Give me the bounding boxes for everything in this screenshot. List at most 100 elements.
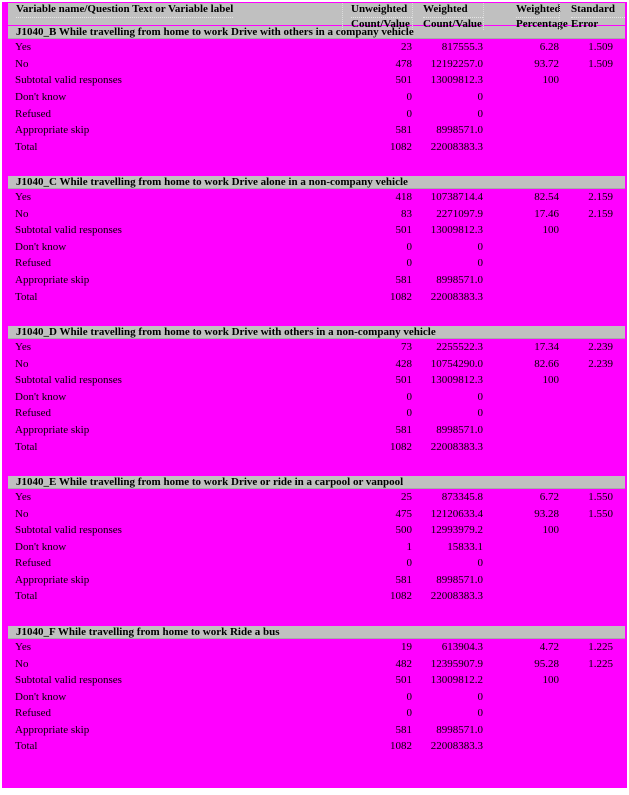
section-title-bar: J1040_E While travelling from home to wo… [8,475,625,489]
cell-weighted-count: 0 [477,90,484,103]
cell-unweighted-count: 23 [401,41,412,54]
cell-unweighted-count: 482 [395,657,413,670]
cell-label: Subtotal valid responses [15,524,122,537]
cell-unweighted-count: 25 [401,491,412,504]
table-row: No 428 10754290.0 82.66 2.239 [8,355,625,372]
header-weighted-pct-line1: Weighted [516,4,561,18]
cell-weighted-count: 0 [477,557,484,570]
cell-unweighted-count: 0 [406,107,413,120]
table-row: Don't know 1 15833.1 [8,539,625,556]
cell-weighted-count: 2255522.3 [436,341,483,354]
header-unweighted-line2: Count/Value [351,18,410,30]
cell-label: Appropriate skip [15,573,90,586]
cell-weighted-count: 13009812.2 [430,674,483,687]
table-row: Yes 23 817555.3 6.28 1.509 [8,39,625,56]
cell-weighted-count: 22008383.3 [430,140,483,153]
cell-label: Don't know [15,540,67,553]
table-row: Refused 0 0 [8,105,625,122]
table-row: No 478 12192257.0 93.72 1.509 [8,56,625,73]
cell-weighted-count: 12993979.2 [430,524,483,537]
cell-unweighted-count: 475 [395,507,413,520]
table-row: Total 1082 22008383.3 [8,288,625,305]
cell-label: Total [15,740,38,753]
cell-unweighted-count: 501 [395,74,413,87]
cell-standard-error: 1.550 [588,491,613,504]
table-row: Subtotal valid responses 501 13009812.2 100 [8,672,625,689]
cell-weighted-count: 10738714.4 [430,191,483,204]
cell-label: Yes [15,191,32,204]
table-row: Refused 0 0 [8,705,625,722]
cell-weighted-count: 22008383.3 [430,440,483,453]
cell-standard-error: 2.239 [588,357,613,370]
cell-unweighted-count: 418 [395,191,413,204]
table-row: Don't know 0 0 [8,389,625,406]
cell-weighted-count: 8998571.0 [436,423,483,436]
cell-label: Appropriate skip [15,423,90,436]
cell-unweighted-count: 1082 [390,140,412,153]
cell-weighted-count: 0 [477,690,484,703]
cell-unweighted-count: 501 [395,674,413,687]
cell-standard-error: 1.550 [588,507,613,520]
header-standard-error-line1: Standard [571,4,625,18]
cell-label: Yes [15,491,32,504]
table-row: Appropriate skip 581 8998571.0 [8,722,625,739]
cell-weighted-count: 0 [477,240,484,253]
cell-weighted-count: 0 [477,107,484,120]
cell-weighted-count: 613904.3 [441,641,483,654]
cell-label: Yes [15,341,32,354]
cell-unweighted-count: 0 [406,407,413,420]
cell-standard-error: 2.239 [588,341,613,354]
cell-weighted-percentage: 93.72 [534,57,559,70]
cell-label: Appropriate skip [15,274,90,287]
cell-label: No [15,207,29,220]
cell-unweighted-count: 501 [395,374,413,387]
cell-label: Yes [15,41,32,54]
table-row: Don't know 0 0 [8,89,625,106]
cell-unweighted-count: 0 [406,90,413,103]
cell-unweighted-count: 83 [401,207,412,220]
cell-weighted-count: 817555.3 [441,41,483,54]
table-row: Total 1082 22008383.3 [8,138,625,155]
cell-unweighted-count: 1082 [390,290,412,303]
cell-weighted-count: 12120633.4 [430,507,483,520]
cell-label: Total [15,590,38,603]
section-title-bar: J1040_F While travelling from home to wo… [8,625,625,639]
variable-section: J1040_F While travelling from home to wo… [8,625,625,755]
cell-unweighted-count: 1 [406,540,413,553]
table-header: Variable name/Question Text or Variable … [8,3,625,30]
cell-label: Appropriate skip [15,723,90,736]
cell-weighted-count: 8998571.0 [436,573,483,586]
cell-standard-error: 1.509 [588,41,613,54]
table-row: Appropriate skip 581 8998571.0 [8,272,625,289]
cell-unweighted-count: 581 [395,423,413,436]
section-title-bar: J1040_C While travelling from home to wo… [8,175,625,189]
cell-weighted-percentage: 82.54 [534,191,559,204]
cell-unweighted-count: 0 [406,240,413,253]
cell-standard-error: 1.225 [588,657,613,670]
cell-unweighted-count: 0 [406,557,413,570]
header-standard-error-line2: Error [571,18,599,30]
cell-label: Appropriate skip [15,124,90,137]
cell-unweighted-count: 1082 [390,740,412,753]
table-row: Yes 19 613904.3 4.72 1.225 [8,639,625,656]
table-row: Subtotal valid responses 501 13009812.3 100 [8,372,625,389]
cell-unweighted-count: 19 [401,641,412,654]
cell-weighted-count: 873345.8 [441,491,483,504]
cell-weighted-count: 22008383.3 [430,590,483,603]
cell-weighted-count: 0 [477,407,484,420]
table-row: Total 1082 22008383.3 [8,588,625,605]
header-unweighted-line1: Unweighted [351,4,412,18]
cell-weighted-percentage: 100 [542,224,560,237]
cell-label: Total [15,290,38,303]
cell-unweighted-count: 428 [395,357,413,370]
cell-label: No [15,57,29,70]
cell-weighted-percentage: 6.28 [539,41,559,54]
table-row: Subtotal valid responses 501 13009812.3 100 [8,72,625,89]
cell-label: Yes [15,641,32,654]
table-row: No 83 2271097.9 17.46 2.159 [8,206,625,223]
header-standard-error: Standard Error [559,3,625,30]
cell-weighted-count: 13009812.3 [430,224,483,237]
cell-standard-error: 1.225 [588,641,613,654]
table-row: Subtotal valid responses 500 12993979.2 100 [8,522,625,539]
